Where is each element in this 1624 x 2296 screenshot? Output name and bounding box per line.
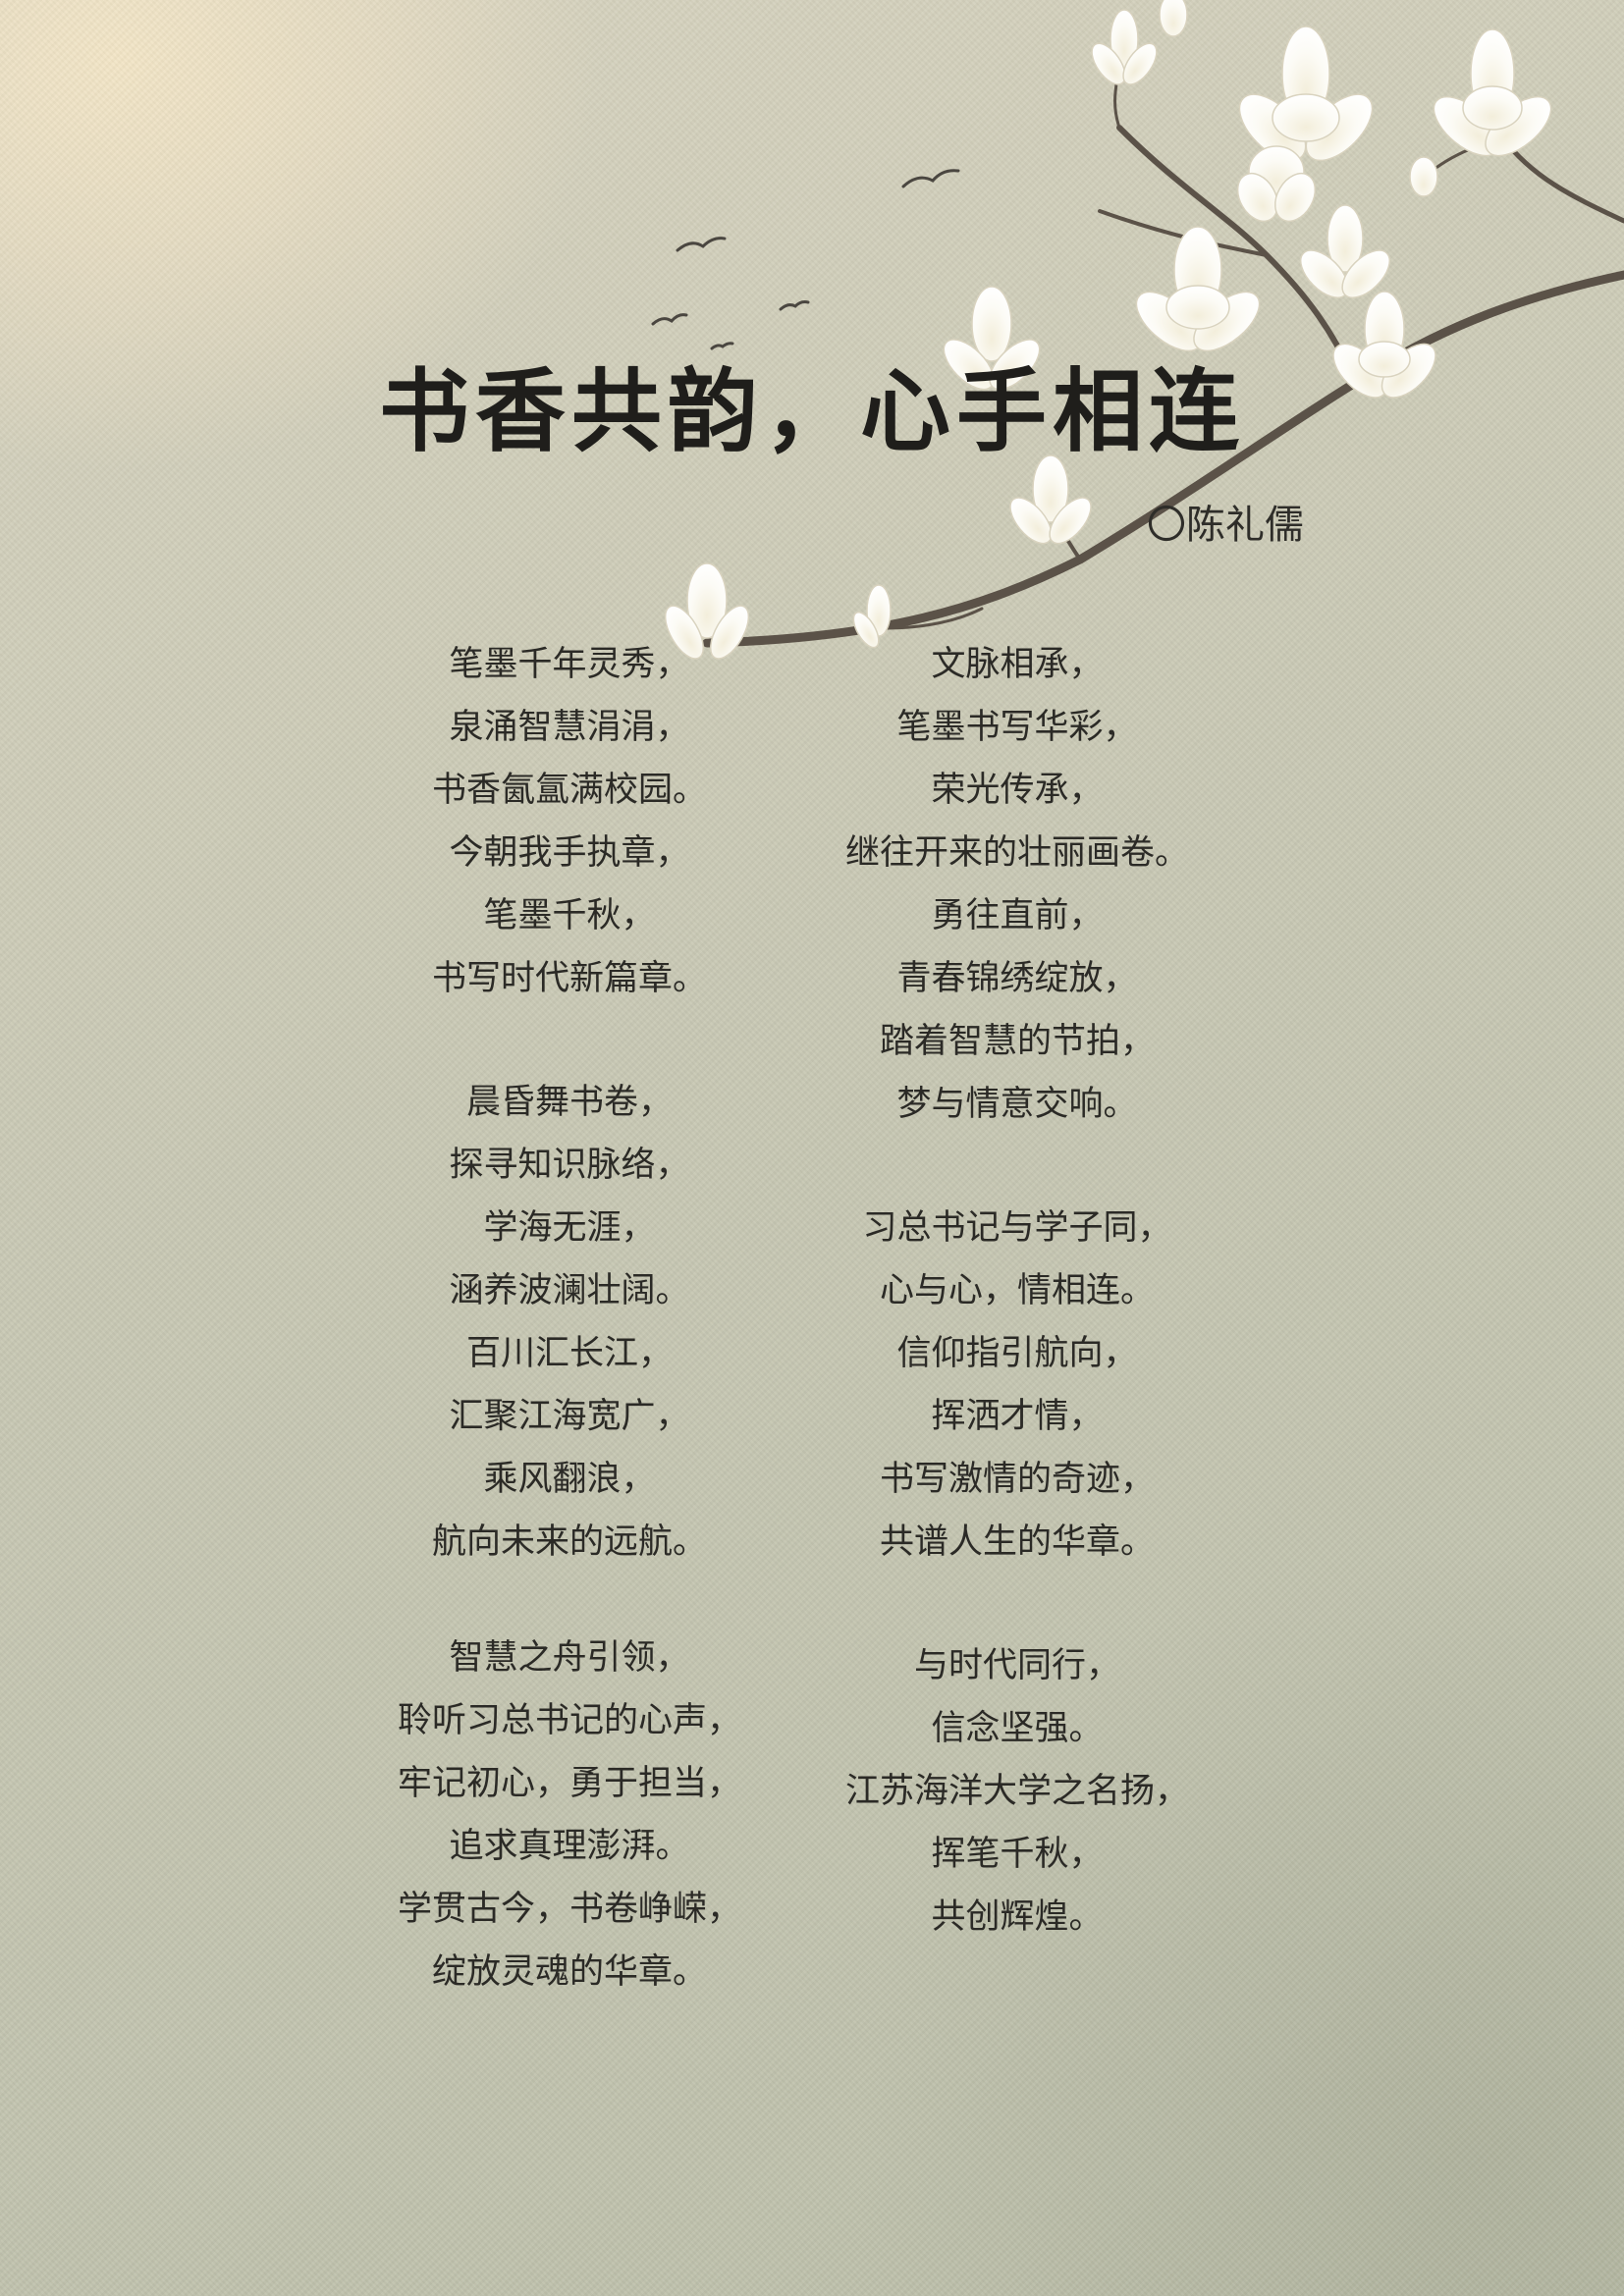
poem-line: 书写时代新篇章。: [431, 959, 707, 998]
poem-line: 智慧之舟引领，: [449, 1638, 690, 1678]
poem-line: 挥笔千秋，: [931, 1835, 1104, 1874]
poem-line: 牢记初心，勇于担当，: [397, 1764, 741, 1803]
poem-column-right: 文脉相承， 笔墨书写华彩， 荣光传承， 继往开来的壮丽画卷。 勇往直前， 青春锦…: [782, 633, 1253, 1949]
poem-line: 笔墨千秋，: [483, 896, 656, 935]
stanza-right-1: 文脉相承， 笔墨书写华彩， 荣光传承， 继往开来的壮丽画卷。 勇往直前， 青春锦…: [782, 633, 1253, 1136]
poem-line: 学海无涯，: [483, 1208, 656, 1248]
stanza-left-3: 智慧之舟引领， 聆听习总书记的心声， 牢记初心，勇于担当， 追求真理澎湃。 学贯…: [334, 1627, 805, 2003]
poem-line: 聆听习总书记的心声，: [397, 1701, 741, 1740]
poem-line: 书香氤氲满校园。: [431, 771, 707, 810]
poem-line: 探寻知识脉络，: [449, 1146, 690, 1185]
stanza-left-1: 笔墨千年灵秀， 泉涌智慧涓涓， 书香氤氲满校园。 今朝我手执章， 笔墨千秋， 书…: [334, 633, 805, 1010]
poem-line: 书写激情的奇迹，: [879, 1460, 1155, 1499]
poem-author: 〇陈礼儒: [1147, 503, 1304, 548]
poem-line: 今朝我手执章，: [449, 833, 690, 873]
poem-line: 涵养波澜壮阔。: [449, 1271, 690, 1310]
poem-line: 与时代同行，: [913, 1646, 1120, 1685]
poem-line: 梦与情意交响。: [896, 1085, 1138, 1124]
poem-line: 心与心，情相连。: [879, 1271, 1155, 1310]
poem-line: 信仰指引航向，: [896, 1334, 1138, 1373]
poem-line: 绽放灵魂的华章。: [431, 1952, 707, 1992]
poem-line: 踏着智慧的节拍，: [879, 1022, 1155, 1061]
poem-line: 晨昏舞书卷，: [465, 1083, 673, 1122]
poem-line: 共创辉煌。: [931, 1897, 1104, 1937]
poem-line: 泉涌智慧涓涓，: [449, 708, 690, 747]
poem-line: 乘风翻浪，: [483, 1460, 656, 1499]
poem-line: 继往开来的壮丽画卷。: [844, 833, 1189, 873]
poem-line: 笔墨书写华彩，: [896, 708, 1138, 747]
stanza-left-2: 晨昏舞书卷， 探寻知识脉络， 学海无涯， 涵养波澜壮阔。 百川汇长江， 汇聚江海…: [334, 1071, 805, 1574]
poem-line: 挥洒才情，: [931, 1397, 1104, 1436]
poem-line: 学贯古今，书卷峥嵘，: [397, 1890, 741, 1929]
stanza-right-2: 习总书记与学子同， 心与心，情相连。 信仰指引航向， 挥洒才情， 书写激情的奇迹…: [782, 1197, 1253, 1574]
poem-title: 书香共韵，心手相连: [378, 358, 1245, 464]
poem-line: 江苏海洋大学之名扬，: [844, 1772, 1189, 1811]
poem-line: 荣光传承，: [931, 771, 1104, 810]
poem-line: 笔墨千年灵秀，: [449, 645, 690, 684]
stanza-right-3: 与时代同行， 信念坚强。 江苏海洋大学之名扬， 挥笔千秋， 共创辉煌。: [782, 1634, 1253, 1949]
poem-line: 信念坚强。: [931, 1709, 1104, 1748]
poem-line: 汇聚江海宽广，: [449, 1397, 690, 1436]
poem-line: 共谱人生的华章。: [879, 1522, 1155, 1562]
poem-line: 百川汇长江，: [465, 1334, 673, 1373]
poem-line: 青春锦绣绽放，: [896, 959, 1138, 998]
poem-line: 勇往直前，: [931, 896, 1104, 935]
poem-line: 习总书记与学子同，: [862, 1208, 1172, 1248]
poem-column-left: 笔墨千年灵秀， 泉涌智慧涓涓， 书香氤氲满校园。 今朝我手执章， 笔墨千秋， 书…: [334, 633, 805, 2003]
flying-bird-icon: [651, 169, 960, 350]
poem-line: 航向未来的远航。: [431, 1522, 707, 1562]
poem-line: 追求真理澎湃。: [449, 1827, 690, 1866]
poem-line: 文脉相承，: [931, 645, 1104, 684]
